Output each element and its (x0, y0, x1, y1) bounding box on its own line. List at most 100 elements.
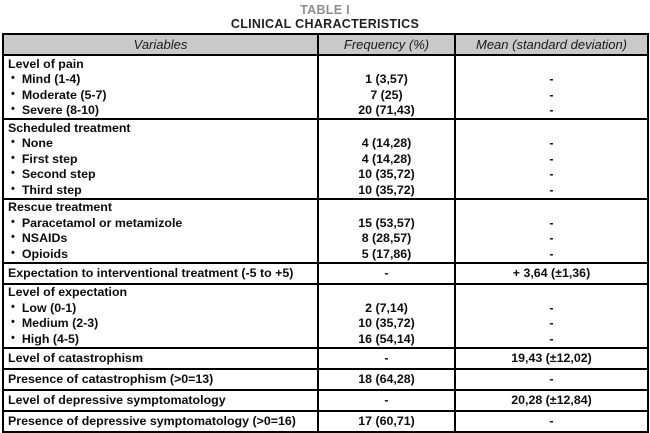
column-header-mean: Mean (standard deviation) (454, 33, 649, 56)
bullet-icon: • (11, 72, 15, 85)
bullet-icon: • (11, 136, 15, 149)
bullet-icon: • (11, 231, 15, 244)
frequency-value: 5 (17,86) (317, 246, 456, 263)
variable-label: Presence of depressive symptomatology (>… (8, 414, 296, 428)
variable-cell: • Moderate (5-7) (2, 87, 319, 103)
mean-value: - (454, 102, 649, 119)
frequency-value: 4 (14,28) (317, 151, 456, 167)
table-title-block: TABLE I CLINICAL CHARACTERISTICS (0, 0, 650, 31)
mean-value (454, 54, 649, 72)
variable-label: Mind (1-4) (21, 72, 81, 87)
bullet-icon: • (11, 87, 15, 100)
frequency-value: 18 (64,28) (317, 367, 456, 390)
frequency-value: 10 (35,72) (317, 166, 456, 182)
table-row: • NSAIDs 8 (28,57) - (2, 230, 649, 246)
header-row: Variables Frequency (%) Mean (standard d… (2, 33, 649, 56)
variable-cell: Rescue treatment (2, 197, 319, 215)
mean-value: - (454, 87, 649, 103)
frequency-value: 2 (7,14) (317, 300, 456, 316)
frequency-value: 20 (71,43) (317, 102, 456, 119)
variable-cell: • Medium (2-3) (2, 315, 319, 331)
mean-value: - (454, 151, 649, 167)
table-row: • Medium (2-3) 10 (35,72) - (2, 315, 649, 331)
variable-label: Second step (21, 167, 96, 182)
frequency-value: 16 (54,14) (317, 331, 456, 348)
table-row: • Mind (1-4) 1 (3,57) - (2, 71, 649, 87)
mean-value: - (454, 182, 649, 199)
variable-label: Scheduled treatment (8, 120, 131, 135)
bullet-icon: • (11, 246, 15, 259)
variable-cell: • Third step (2, 182, 319, 199)
mean-value: - (454, 166, 649, 182)
variable-cell: • Second step (2, 166, 319, 182)
table-row: • None 4 (14,28) - (2, 135, 649, 151)
table-row: Expectation to interventional treatment … (2, 261, 649, 284)
variable-cell: Expectation to interventional treatment … (2, 261, 319, 284)
mean-value: - (454, 71, 649, 87)
frequency-value: 7 (25) (317, 87, 456, 103)
frequency-value: - (317, 346, 456, 369)
table-row: Level of depressive symptomatology - 20,… (2, 388, 649, 411)
variable-cell: Presence of depressive symptomatology (>… (2, 409, 319, 432)
variable-label: Opioids (21, 246, 68, 261)
variable-label: Medium (2-3) (21, 316, 99, 331)
table-row: Level of catastrophism - 19,43 (±12,02) (2, 346, 649, 369)
table-row: Presence of catastrophism (>0=13) 18 (64… (2, 367, 649, 390)
clinical-characteristics-table: Variables Frequency (%) Mean (standard d… (2, 33, 649, 433)
variable-label: None (21, 136, 53, 151)
variable-label: Severe (8-10) (21, 103, 100, 118)
frequency-value: 4 (14,28) (317, 135, 456, 151)
variable-cell: Scheduled treatment (2, 118, 319, 136)
frequency-value: 17 (60,71) (317, 409, 456, 432)
variable-cell: Level of depressive symptomatology (2, 388, 319, 411)
mean-value: - (454, 215, 649, 231)
variable-cell: Level of expectation (2, 282, 319, 300)
frequency-value (317, 197, 456, 215)
frequency-value: - (317, 261, 456, 284)
variable-cell: • High (4-5) (2, 331, 319, 348)
frequency-value: - (317, 388, 456, 411)
variable-cell: • Mind (1-4) (2, 71, 319, 87)
bullet-icon: • (11, 167, 15, 180)
variable-cell: • Opioids (2, 246, 319, 263)
table-row: Rescue treatment (2, 197, 649, 215)
variable-label: Paracetamol or metamizole (21, 215, 183, 230)
mean-value: - (454, 230, 649, 246)
variable-label: NSAIDs (21, 231, 68, 246)
table-row: Scheduled treatment (2, 118, 649, 136)
mean-value: - (454, 409, 649, 432)
bullet-icon: • (11, 331, 15, 344)
table-number-title: TABLE I (300, 3, 350, 17)
mean-value (454, 282, 649, 300)
frequency-value: 10 (35,72) (317, 315, 456, 331)
table-main-title: CLINICAL CHARACTERISTICS (230, 17, 420, 31)
bullet-icon: • (11, 151, 15, 164)
variable-label: Presence of catastrophism (>0=13) (8, 372, 214, 386)
frequency-value (317, 282, 456, 300)
variable-label: Level of expectation (8, 285, 128, 300)
variable-cell: • None (2, 135, 319, 151)
mean-value: - (454, 135, 649, 151)
table-row: • Second step 10 (35,72) - (2, 166, 649, 182)
column-header-frequency: Frequency (%) (317, 33, 456, 56)
mean-value (454, 197, 649, 215)
frequency-value (317, 118, 456, 136)
table-row: • First step 4 (14,28) - (2, 151, 649, 167)
variable-cell: Level of pain (2, 54, 319, 72)
frequency-value: 1 (3,57) (317, 71, 456, 87)
variable-cell: • First step (2, 151, 319, 167)
table-row: • Severe (8-10) 20 (71,43) - (2, 102, 649, 119)
mean-value: + 3,64 (±1,36) (454, 261, 649, 284)
table-row: Level of pain (2, 54, 649, 72)
variable-cell: • NSAIDs (2, 230, 319, 246)
mean-value: - (454, 367, 649, 390)
mean-value: - (454, 300, 649, 316)
bullet-icon: • (11, 182, 15, 195)
frequency-value: 10 (35,72) (317, 182, 456, 199)
mean-value: 20,28 (±12,84) (454, 388, 649, 411)
table-row: • Paracetamol or metamizole 15 (53,57) - (2, 215, 649, 231)
variable-cell: • Paracetamol or metamizole (2, 215, 319, 231)
frequency-value: 15 (53,57) (317, 215, 456, 231)
variable-label: First step (21, 151, 78, 166)
